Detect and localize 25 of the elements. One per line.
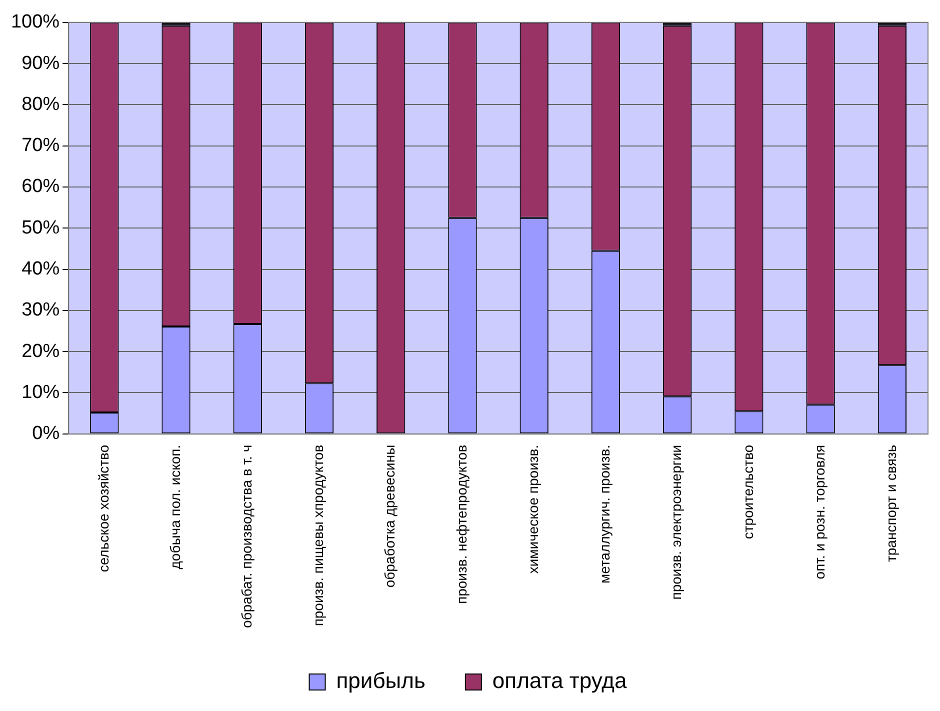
y-tick-label: 60% [22, 176, 60, 198]
x-tick-label: химическое произв. [524, 444, 541, 574]
legend-label: прибыль [336, 668, 426, 694]
y-tick-label: 70% [22, 135, 60, 156]
x-tick-label: произв. пищевы хпродуктов [310, 444, 326, 626]
x-tick-label: произв. нефтепродуктов [453, 444, 470, 604]
x-tick-label: транспорт и связь [883, 444, 900, 562]
y-tick-label: 40% [22, 258, 60, 280]
y-tick-label: 80% [22, 94, 60, 115]
y-tick-label: 100% [10, 12, 60, 33]
y-tick-label: 30% [22, 300, 60, 321]
y-tick-label: 20% [22, 340, 60, 362]
x-tick-label: опт. и розн. торговля [811, 444, 828, 580]
x-tick-label: обрабат. производства в т. ч [238, 444, 254, 628]
legend-label: оплата труда [492, 668, 628, 694]
x-tick-label: строительство [740, 444, 756, 540]
x-tick-label: произв. электроэнергии [668, 444, 684, 600]
y-tick-label: 0% [32, 423, 60, 444]
x-tick-label: обработка древесины [382, 444, 398, 588]
x-tick-label: металлургич. произв. [596, 444, 613, 584]
x-tick-label: сельское хозяйство [95, 444, 112, 572]
x-tick-label: добыча пол. ископ. [166, 444, 183, 570]
y-tick-label: 10% [22, 382, 60, 403]
y-tick-label: 90% [22, 52, 60, 74]
y-tick-label: 50% [22, 217, 60, 238]
